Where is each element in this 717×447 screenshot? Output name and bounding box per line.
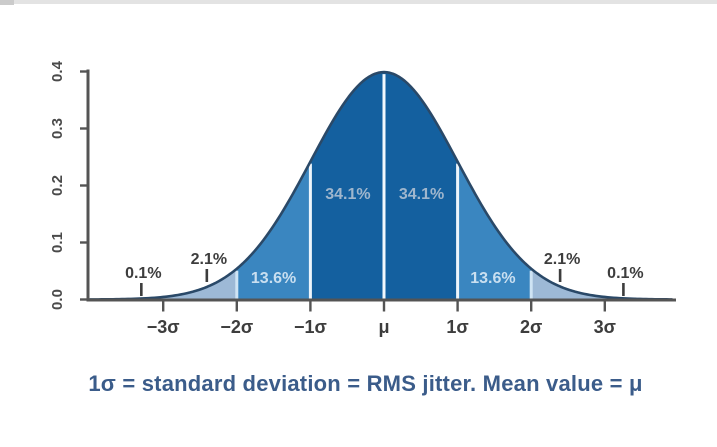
percentage-label: 34.1% — [325, 186, 370, 203]
y-tick-label: 0.0 — [49, 289, 66, 310]
percentage-label: 13.6% — [251, 270, 296, 287]
percentage-label: 0.1% — [125, 265, 161, 282]
percentage-label: 2.1% — [544, 251, 580, 268]
y-tick-label: 0.4 — [49, 60, 66, 82]
percentage-label: 13.6% — [470, 270, 515, 287]
region-fill-2.1% — [163, 268, 237, 300]
region-fill-2.1% — [531, 268, 605, 300]
x-tick-label: −3σ — [147, 317, 180, 337]
x-tick-label: −2σ — [220, 317, 253, 337]
x-tick-label: 3σ — [594, 317, 616, 337]
percentage-label: 34.1% — [399, 186, 444, 203]
y-tick-label: 0.2 — [49, 175, 66, 196]
percentage-label: 2.1% — [191, 251, 227, 268]
bell-curve-outline — [89, 70, 673, 301]
x-tick-label: 1σ — [446, 317, 468, 337]
x-tick-label: μ — [378, 317, 389, 337]
percentage-label: 0.1% — [607, 265, 643, 282]
x-tick-label: −1σ — [294, 317, 327, 337]
x-tick-label: 2σ — [520, 317, 542, 337]
caption: 1σ = standard deviation = RMS jitter. Me… — [88, 371, 643, 396]
window-top-strip — [0, 0, 717, 4]
normal-distribution-svg: 0.0 0.1 0.2 0.3 0.4 −3σ −2σ −1σ μ 1σ 2σ 3σ 0.1% 2.1% 1… — [49, 60, 676, 337]
y-tick-label: 0.1 — [49, 232, 66, 253]
window-top-strip-accent — [0, 0, 14, 5]
y-tick-label: 0.3 — [49, 118, 66, 139]
distribution-chart: 0.0 0.1 0.2 0.3 0.4 −3σ −2σ −1σ μ 1σ 2σ 3σ 0.1% 2.1% 1… — [49, 60, 676, 337]
